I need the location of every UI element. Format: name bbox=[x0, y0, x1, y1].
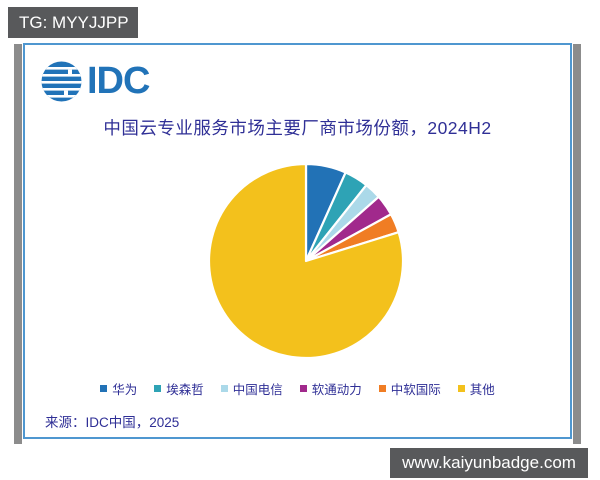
idc-logo-text: IDC bbox=[87, 60, 150, 102]
legend-swatch bbox=[378, 385, 386, 392]
telegram-watermark-badge: TG: MYYJJPP bbox=[8, 7, 138, 38]
pie-chart bbox=[204, 159, 408, 363]
idc-globe-icon bbox=[41, 61, 82, 102]
source-note: 来源：IDC中国，2025 bbox=[45, 415, 180, 430]
legend-swatch bbox=[220, 385, 228, 392]
legend-item: 埃森哲 bbox=[154, 379, 204, 398]
legend-label: 其他 bbox=[469, 383, 495, 397]
legend-swatch bbox=[299, 385, 307, 392]
chart-card: IDC 中国云专业服务市场主要厂商市场份额，2024H2 华为 埃森哲 中国电信 软通… bbox=[23, 43, 572, 439]
legend-item: 中软国际 bbox=[378, 379, 441, 398]
legend-swatch bbox=[457, 385, 465, 392]
legend-label: 软通动力 bbox=[311, 383, 362, 397]
legend-label: 中软国际 bbox=[390, 383, 441, 397]
legend: 华为 埃森哲 中国电信 软通动力 中软国际 其他 bbox=[25, 379, 570, 398]
pie-chart-svg bbox=[207, 162, 405, 360]
legend-item: 其他 bbox=[457, 379, 495, 398]
idc-logo: IDC bbox=[40, 60, 150, 103]
legend-label: 中国电信 bbox=[232, 383, 283, 397]
legend-item: 软通动力 bbox=[299, 379, 362, 398]
legend-swatch bbox=[100, 385, 108, 392]
legend-label: 华为 bbox=[112, 383, 138, 397]
card-shadow-left bbox=[14, 44, 22, 444]
card-shadow-right bbox=[573, 44, 581, 444]
legend-swatch bbox=[154, 385, 162, 392]
legend-label: 埃森哲 bbox=[166, 383, 204, 397]
legend-item: 华为 bbox=[100, 379, 137, 398]
website-watermark-badge: www.kaiyunbadge.com bbox=[390, 448, 588, 478]
legend-item: 中国电信 bbox=[220, 379, 283, 398]
pie-slice-6 bbox=[207, 162, 405, 360]
chart-title: 中国云专业服务市场主要厂商市场份额，2024H2 bbox=[103, 118, 492, 138]
